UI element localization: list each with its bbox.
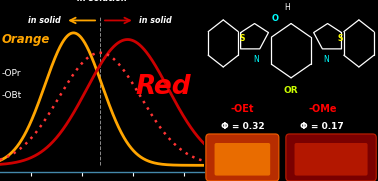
Text: Orange: Orange	[2, 33, 50, 47]
Text: in solid: in solid	[28, 16, 61, 25]
FancyBboxPatch shape	[286, 134, 376, 181]
Text: O: O	[272, 14, 279, 23]
Text: -OBt: -OBt	[2, 90, 22, 100]
Text: -OPr: -OPr	[2, 69, 22, 78]
Text: in solid: in solid	[139, 16, 172, 25]
FancyBboxPatch shape	[294, 143, 367, 176]
Text: S: S	[240, 34, 245, 43]
Text: Red: Red	[135, 74, 191, 100]
Text: Φ = 0.32: Φ = 0.32	[220, 122, 264, 131]
Text: -OEt: -OEt	[231, 104, 254, 114]
Text: S: S	[337, 34, 342, 43]
FancyBboxPatch shape	[206, 134, 279, 181]
Text: N: N	[323, 55, 329, 64]
Text: in solution: in solution	[77, 0, 127, 3]
Text: OR: OR	[284, 86, 298, 95]
Text: Φ = 0.17: Φ = 0.17	[301, 122, 344, 131]
Text: H: H	[285, 3, 290, 12]
Text: N: N	[253, 55, 259, 64]
FancyBboxPatch shape	[215, 143, 270, 176]
Text: -OMe: -OMe	[308, 104, 336, 114]
